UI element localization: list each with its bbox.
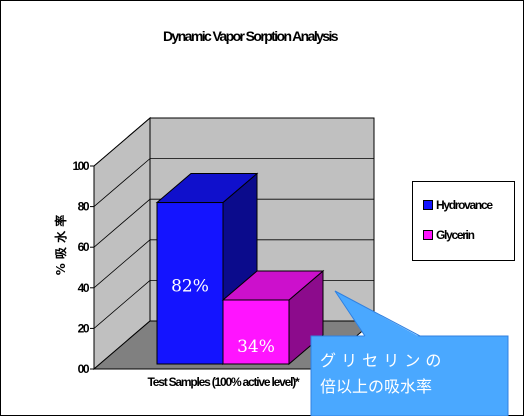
data-label-1: 34% [237,337,275,357]
legend-item-hydrovance: Hydrovance [423,198,493,212]
legend-swatch-glycerin [423,230,433,240]
callout-text: グ リ セ リ ン の 倍以上の吸水率 [320,348,524,400]
y-tick-label: 80 [78,200,90,214]
legend-label-glycerin: Glycerin [436,228,475,242]
y-axis-label: % 吸 水 率 [54,214,68,276]
bar-1 [222,299,290,365]
callout-bubble [310,335,509,416]
bar-0 [156,202,224,365]
y-tick-label: 00 [78,362,90,376]
gridline [93,158,374,207]
legend-item-glycerin: Glycerin [423,228,475,242]
callout-line-1: グ リ セ リ ン の [320,351,442,370]
y-tick-label: 100 [72,159,89,173]
y-tick-label: 40 [78,281,90,295]
y-tick-label: 20 [78,321,90,335]
y-tick-label: 60 [78,240,90,254]
gridline [93,198,374,248]
chart-title: Dynamic Vapor Sorption Analysis [163,28,339,44]
gridline [93,239,374,289]
data-label-0: 82% [171,276,209,296]
callout-pointer-outline [334,290,421,337]
legend-label-hydrovance: Hydrovance [436,198,493,212]
legend-swatch-hydrovance [423,200,433,210]
x-axis-label: Test Samples (100% active level)* [147,375,300,389]
gridline [93,117,374,167]
legend: Hydrovance Glycerin [412,181,515,261]
callout-line-2: 倍以上の吸水率 [320,377,433,396]
